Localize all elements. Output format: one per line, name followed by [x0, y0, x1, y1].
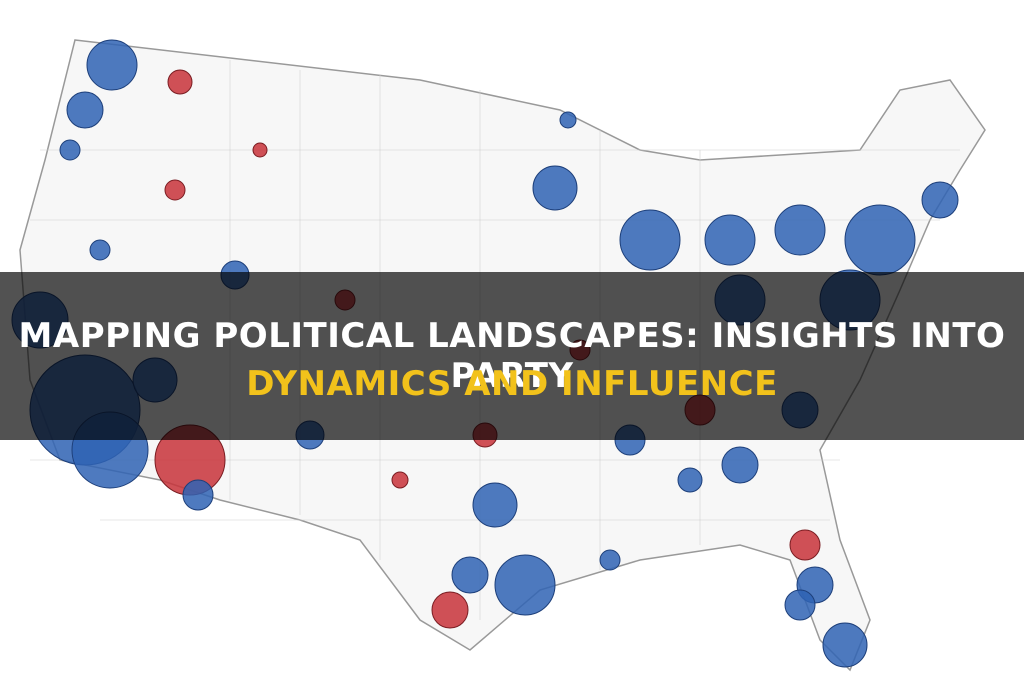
- title-line-highlight: DYNAMICS AND INFLUENCE: [246, 364, 778, 404]
- title-band: [0, 272, 1024, 440]
- title-line: MAPPING POLITICAL LANDSCAPES: INSIGHTS I…: [18, 316, 1006, 396]
